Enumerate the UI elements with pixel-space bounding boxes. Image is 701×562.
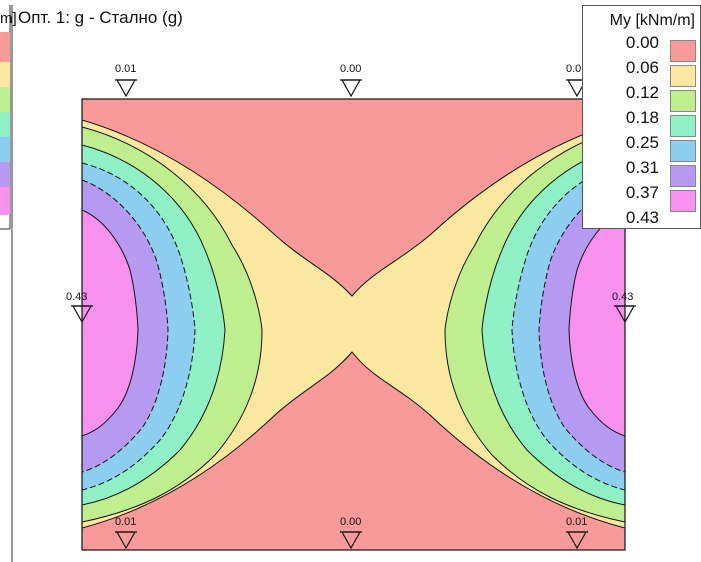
- legend-row: 0.37: [583, 183, 701, 212]
- legend-value: 0.06: [625, 58, 659, 77]
- legend-row: 0.43: [583, 208, 701, 234]
- legend-row: 0.18: [583, 108, 701, 137]
- legend-value: 0.25: [625, 133, 659, 152]
- support-bottom-right: [566, 531, 588, 550]
- left-strip-swatch-5: [0, 162, 10, 187]
- support-label-top-middle: 0.00: [340, 63, 361, 75]
- left-panel-unit-label: m]: [0, 10, 17, 27]
- contour-band-left-0.37: [82, 209, 139, 437]
- support-label-top-left: 0.01: [115, 63, 136, 75]
- support-label-bottom-left: 0.01: [115, 516, 136, 528]
- legend-swatch: [670, 190, 696, 212]
- support-bottom-middle: [340, 531, 362, 550]
- support-bottom-left: [115, 531, 137, 550]
- left-strip-swatch-2: [0, 87, 10, 112]
- legend-swatch: [670, 165, 696, 187]
- legend-row: 0.25: [583, 133, 701, 162]
- support-mid-left: [71, 305, 93, 324]
- support-triangle-icon: [340, 79, 362, 98]
- legend-value: 0.18: [625, 108, 659, 127]
- support-top-middle: [340, 79, 362, 98]
- legend-row: 0.31: [583, 158, 701, 187]
- support-label-mid-left: 0.43: [66, 291, 87, 303]
- legend-title: My [kNm/m]: [609, 12, 695, 29]
- legend-row: 0.00: [583, 33, 701, 62]
- support-label-bottom-middle: 0.00: [340, 516, 361, 528]
- legend-value: 0.37: [625, 183, 659, 202]
- left-strip-swatch-6: [0, 187, 10, 215]
- contour-band-right-0.37: [568, 209, 625, 437]
- legend-swatch: [670, 90, 696, 112]
- legend-value: 0.00: [625, 33, 659, 52]
- legend-row: 0.06: [583, 58, 701, 87]
- support-mid-right: [614, 305, 636, 324]
- load-case-title: Опт. 1: g - Стално (g): [18, 8, 183, 27]
- left-strip-swatch-1: [0, 62, 10, 87]
- legend-swatch: [670, 115, 696, 137]
- support-top-left: [115, 79, 137, 98]
- legend-swatch: [670, 40, 696, 62]
- legend-value: 0.12: [625, 83, 659, 102]
- support-label-bottom-right: 0.01: [566, 516, 587, 528]
- legend-swatch: [670, 65, 696, 87]
- left-strip-swatch-3: [0, 112, 10, 137]
- plate-outline: [81, 98, 626, 551]
- legend: My [kNm/m] 0.00 0.06 0.12 0.18 0.25 0.31 0.37 0…: [582, 5, 701, 229]
- left-strip-swatch-4: [0, 137, 10, 162]
- support-triangle-icon: [115, 79, 137, 98]
- legend-value: 0.31: [625, 158, 659, 177]
- support-label-mid-right: 0.43: [612, 291, 633, 303]
- left-strip-swatch-0: [0, 32, 10, 62]
- legend-swatch: [670, 140, 696, 162]
- legend-row: 0.12: [583, 83, 701, 112]
- legend-value: 0.43: [625, 208, 659, 227]
- contour-bands: [82, 99, 625, 550]
